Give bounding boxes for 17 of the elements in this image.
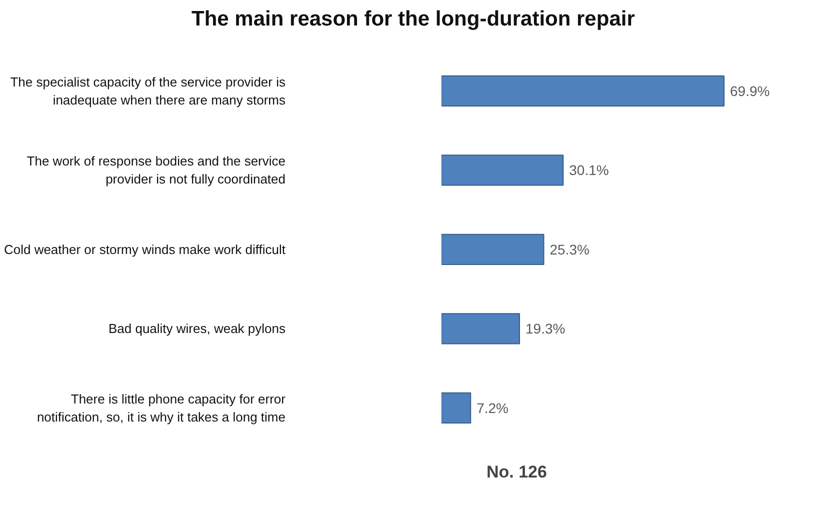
bar (442, 234, 544, 266)
data-label: 19.3% (526, 320, 566, 337)
y-tick-label: Bad quality wires, weak pylons (108, 321, 286, 336)
data-label: 69.9% (730, 82, 770, 99)
y-tick-label: The specialist capacity of the service provider is inadequate when there are many storms (10, 74, 286, 108)
y-tick-label: Cold weather or stormy winds make work difficult (4, 242, 286, 257)
data-label: 7.2% (476, 400, 509, 416)
y-tick-label: The work of response bodies and the service provider is not fully coordinated (26, 154, 286, 187)
bar (442, 154, 564, 186)
bar (442, 313, 520, 344)
text: No. 126 (486, 462, 547, 482)
bar (442, 75, 724, 107)
bar (442, 392, 472, 424)
y-tick-label: There is little phone capacity for error notification, so, it is why it takes a long time (36, 391, 286, 424)
data-label: 30.1% (569, 162, 609, 178)
data-label: 25.3% (550, 241, 590, 258)
chart-title: The main reason for the long-duration repair (192, 8, 635, 30)
